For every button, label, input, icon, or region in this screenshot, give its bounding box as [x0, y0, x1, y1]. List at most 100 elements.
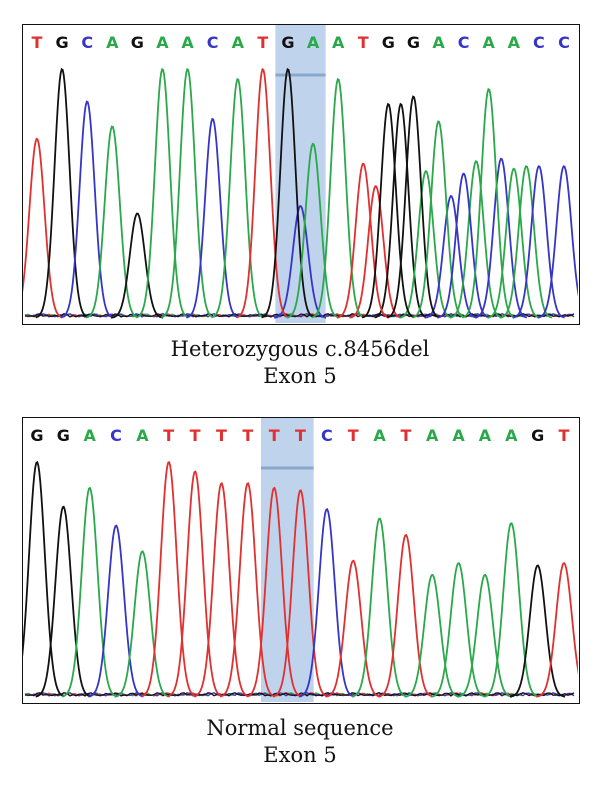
primary-peak	[286, 142, 339, 319]
base-call-label: G	[57, 426, 70, 445]
primary-peak	[193, 481, 250, 698]
base-call-label: T	[348, 426, 359, 445]
primary-peak	[23, 460, 65, 698]
base-call-label: C	[533, 33, 545, 52]
base-call-label: T	[242, 426, 253, 445]
primary-peak	[135, 67, 189, 319]
base-call-label: T	[216, 426, 227, 445]
highlight-band	[260, 418, 314, 702]
base-call-label: G	[531, 426, 544, 445]
base-call-label: T	[257, 33, 268, 52]
base-call-label: T	[358, 33, 369, 52]
primary-peak	[60, 100, 114, 319]
base-call-label: A	[106, 33, 119, 52]
base-call-label: C	[110, 426, 122, 445]
caption-line-exon: Exon 5	[263, 743, 337, 767]
primary-peak	[457, 573, 513, 698]
base-call-label: T	[400, 426, 411, 445]
base-call-label: A	[307, 33, 320, 52]
base-call-label: A	[432, 33, 445, 52]
base-call-label: A	[452, 426, 465, 445]
primary-peak	[85, 125, 139, 319]
caption-line-variant: Heterozygous c.8456del	[170, 337, 430, 361]
base-call-label: C	[207, 33, 219, 52]
primary-peak	[299, 507, 355, 698]
base-call-label: G	[281, 33, 294, 52]
base-call-label: G	[131, 33, 144, 52]
base-call-label: C	[458, 33, 470, 52]
base-call-label: A	[84, 426, 97, 445]
primary-peak	[537, 165, 578, 319]
primary-peak	[325, 559, 381, 698]
base-call-label: C	[81, 33, 93, 52]
base-call-label: A	[181, 33, 194, 52]
primary-peak	[272, 489, 329, 698]
primary-peak	[211, 77, 264, 319]
base-call-label: T	[295, 426, 306, 445]
primary-peak	[35, 505, 91, 698]
primary-peak	[35, 67, 89, 319]
primary-peak	[509, 564, 566, 698]
secondary-peak	[399, 170, 452, 319]
base-call-label: G	[382, 33, 395, 52]
base-call-label: G	[30, 426, 43, 445]
primary-peak	[361, 102, 415, 319]
primary-peak	[430, 562, 487, 698]
primary-peak	[311, 77, 365, 319]
primary-peak	[140, 460, 197, 698]
primary-peak	[186, 117, 239, 319]
base-call-label: A	[505, 426, 518, 445]
primary-peak	[336, 162, 390, 319]
base-call-label: A	[332, 33, 345, 52]
primary-peak	[536, 562, 578, 698]
base-call-label: G	[56, 33, 69, 52]
primary-peak	[236, 67, 289, 319]
base-call-label: T	[269, 426, 280, 445]
base-call-label: G	[407, 33, 420, 52]
primary-peak	[219, 481, 276, 698]
base-call-label: T	[559, 426, 570, 445]
caption-heterozygous: Heterozygous c.8456del Exon 5	[0, 336, 600, 390]
primary-peak	[487, 167, 540, 319]
primary-peak	[261, 67, 314, 319]
primary-peak	[61, 486, 118, 698]
primary-peak	[378, 533, 434, 698]
baseline-noise	[24, 691, 575, 697]
base-call-label: A	[426, 426, 439, 445]
base-call-label: C	[558, 33, 570, 52]
caption-normal: Normal sequence Exon 5	[0, 715, 600, 769]
primary-peak	[114, 550, 170, 698]
primary-peak	[167, 470, 223, 698]
primary-peak	[512, 165, 565, 319]
base-call-label: A	[232, 33, 245, 52]
primary-peak	[404, 573, 460, 698]
base-call-label: T	[163, 426, 174, 445]
caption-line-exon: Exon 5	[263, 364, 337, 388]
base-call-label: C	[321, 426, 333, 445]
primary-peak	[462, 87, 515, 319]
primary-peak	[246, 486, 302, 698]
base-call-label: A	[479, 426, 492, 445]
baseline-noise	[24, 312, 575, 318]
primary-peak	[110, 212, 164, 319]
base-call-label: A	[156, 33, 169, 52]
secondary-peak	[374, 102, 427, 319]
base-call-label: T	[190, 426, 201, 445]
primary-peak	[351, 517, 408, 698]
secondary-peak	[449, 160, 502, 319]
primary-peak	[23, 137, 63, 319]
base-call-label: A	[373, 426, 386, 445]
secondary-peak	[474, 157, 528, 319]
primary-peak	[160, 67, 214, 319]
base-call-label: A	[508, 33, 521, 52]
primary-peak	[411, 120, 465, 319]
caption-line-sequence: Normal sequence	[206, 716, 394, 740]
primary-peak	[88, 524, 144, 698]
base-call-label: A	[136, 426, 149, 445]
primary-peak	[483, 522, 539, 698]
base-call-label: A	[483, 33, 496, 52]
